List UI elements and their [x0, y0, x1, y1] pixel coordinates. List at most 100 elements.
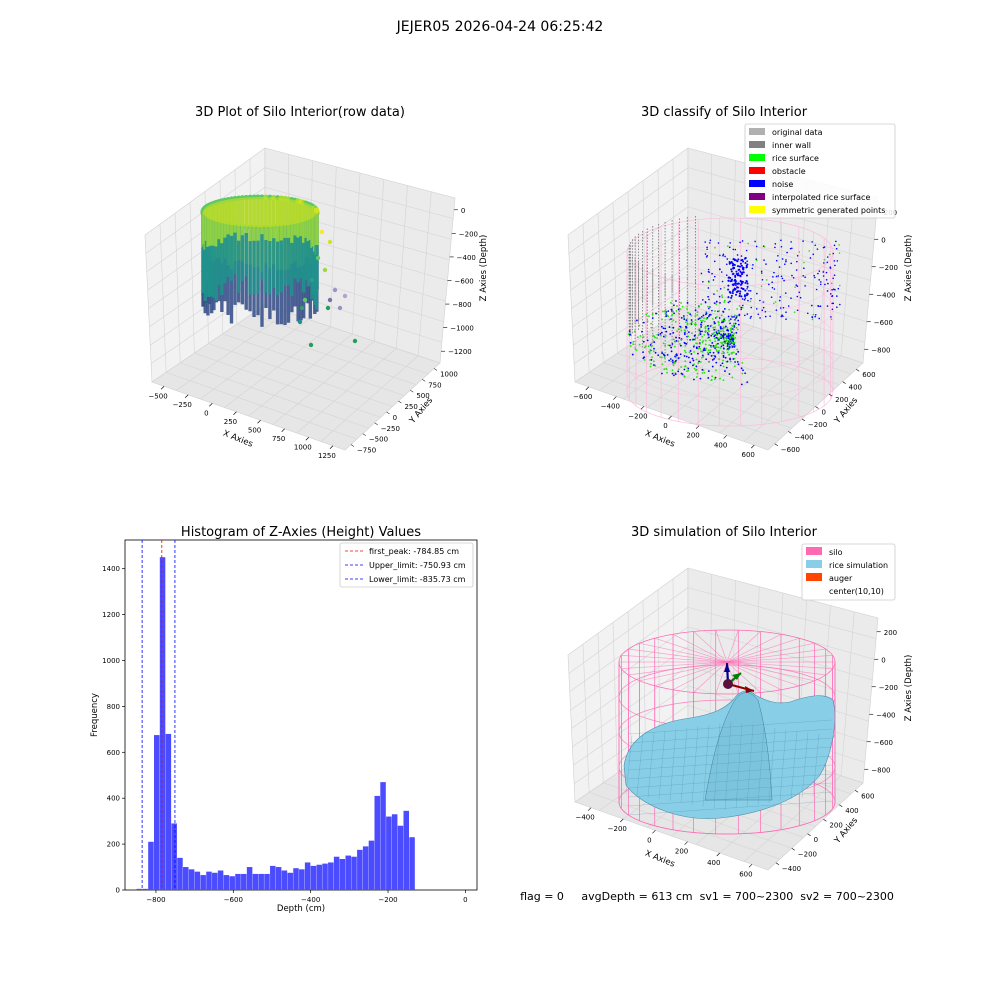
histogram-y-tick-label: 1200 — [102, 611, 120, 619]
noise-point — [721, 321, 723, 324]
raw-outlier-point — [297, 319, 303, 325]
noise-point — [708, 271, 711, 273]
rice-surface-point — [713, 378, 716, 381]
histogram-bar — [322, 863, 328, 890]
noise-point — [683, 333, 686, 336]
rice-surface-point — [673, 361, 676, 364]
noise-point — [798, 291, 801, 294]
rice-surface-point — [718, 349, 720, 352]
noise-point — [744, 297, 747, 299]
histogram-bar — [217, 870, 224, 890]
rice-surface-point — [701, 350, 704, 353]
noise-point — [816, 248, 819, 250]
noise-point — [809, 257, 812, 259]
noise-point — [835, 240, 837, 243]
classify-legend-label: symmetric generated points — [772, 206, 885, 215]
noise-point — [802, 274, 805, 277]
histogram-bar — [159, 557, 166, 890]
noise-point — [804, 285, 806, 287]
rice-surface-point — [705, 347, 708, 350]
noise-cluster-point — [738, 295, 741, 298]
noise-cluster-point — [739, 274, 742, 277]
rice-surface-point — [699, 347, 701, 350]
rice-surface-point — [730, 352, 733, 355]
noise-point — [708, 313, 711, 316]
rice-surface-point — [656, 333, 659, 336]
classify-grid — [568, 154, 877, 442]
noise-point — [653, 347, 655, 350]
noise-point — [837, 287, 840, 290]
noise-point — [670, 308, 673, 311]
noise-point — [709, 351, 712, 354]
rice-surface-point — [684, 360, 687, 363]
classify-legend-label: inner wall — [772, 141, 811, 150]
rice-surface-point — [723, 299, 726, 302]
rice-surface-point — [719, 335, 722, 337]
rice-surface-point — [731, 324, 734, 327]
histogram-bar — [194, 871, 201, 890]
noise-point — [795, 284, 798, 286]
noise-point — [713, 260, 716, 263]
rice-surface-point — [729, 337, 732, 340]
noise-point — [689, 313, 692, 316]
noise-point — [774, 301, 777, 303]
noise-point — [830, 282, 833, 285]
noise-point — [684, 325, 687, 328]
noise-point — [660, 325, 663, 328]
noise-point — [660, 331, 663, 334]
histogram-legend-label: Lower_limit: -835.73 cm — [369, 575, 466, 584]
noise-point — [743, 298, 746, 301]
rice-surface-point — [713, 337, 716, 340]
noise-point — [762, 306, 765, 309]
noise-point — [713, 328, 716, 331]
noise-point — [780, 315, 783, 318]
rice-surface-point — [734, 345, 737, 347]
noise-point — [750, 315, 752, 318]
rice-surface-point — [652, 340, 655, 343]
noise-point — [763, 259, 765, 261]
rice-surface-point — [718, 310, 721, 312]
rice-surface-point — [695, 376, 698, 378]
noise-point — [812, 313, 815, 316]
noise-cluster-point — [736, 286, 739, 289]
noise-point — [737, 319, 740, 322]
noise-point — [706, 332, 709, 334]
noise-cluster-point — [743, 295, 746, 298]
noise-point — [736, 254, 739, 256]
y-tick-label: −200 — [808, 421, 827, 429]
noise-point — [726, 342, 729, 345]
histogram-bar — [345, 855, 351, 890]
noise-point — [772, 276, 774, 278]
simulation-plot-title: 3D simulation of Silo Interior — [631, 525, 818, 540]
noise-point — [833, 244, 836, 247]
noise-point — [706, 316, 709, 319]
rice-surface-point — [651, 313, 654, 316]
rice-surface-point — [722, 338, 725, 341]
noise-point — [683, 355, 686, 357]
noise-cluster-point — [732, 272, 735, 275]
noise-cluster-point — [746, 282, 749, 285]
noise-point — [687, 331, 690, 334]
rice-surface-point — [699, 343, 701, 345]
noise-point — [819, 281, 822, 283]
rice-surface-point — [701, 335, 704, 338]
histogram-y-tick-label: 200 — [107, 841, 120, 849]
x-tick-label: 1000 — [294, 443, 312, 451]
noise-cluster-point — [727, 296, 730, 299]
rice-surface-point — [696, 342, 698, 345]
noise-point — [736, 361, 739, 363]
y-tick-label: 1000 — [440, 370, 458, 378]
noise-point — [728, 373, 731, 375]
rice-surface-point — [713, 331, 716, 334]
x-tick-label: 750 — [272, 435, 285, 443]
rice-surface-point — [679, 343, 681, 345]
y-tick-label: 200 — [835, 396, 848, 404]
rice-surface-point — [672, 364, 675, 367]
histogram-title: Histogram of Z-Axies (Height) Values — [181, 525, 421, 540]
histogram-bar — [270, 865, 276, 890]
rice-surface-point — [735, 326, 738, 329]
histogram-bar — [339, 859, 346, 890]
rice-surface-point — [670, 360, 673, 363]
z-tick-label: −600 — [874, 739, 893, 747]
classify-legend-swatch — [749, 206, 765, 213]
